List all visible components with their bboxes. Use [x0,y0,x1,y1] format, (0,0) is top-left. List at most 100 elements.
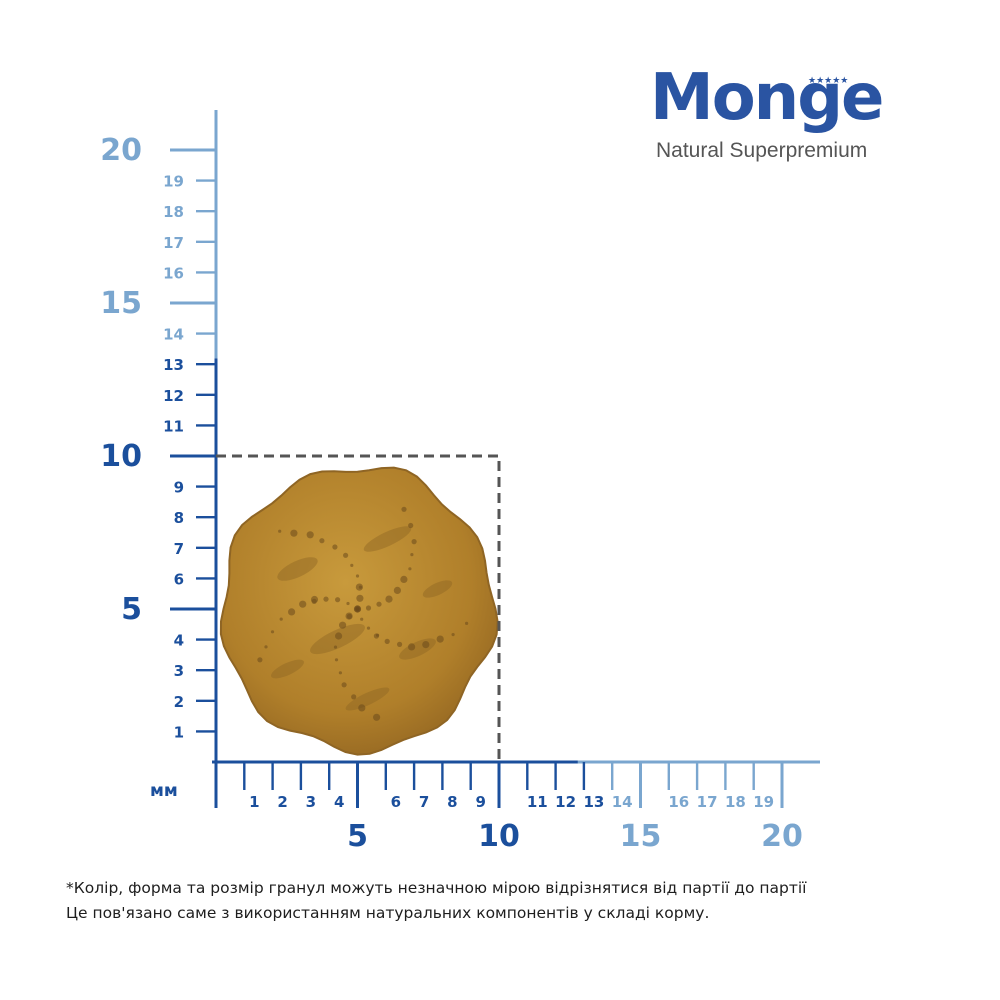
horizontal-tick-label: 2 [277,793,287,811]
horizontal-tick-label: 17 [697,793,718,811]
kibble-texture-speck [279,617,283,621]
horizontal-tick-label: 9 [475,793,485,811]
vertical-tick-label: 3 [174,662,184,680]
kibble-texture-speck [373,713,381,721]
brand-logo: Monge [650,61,884,135]
kibble-texture-speck [365,605,372,611]
kibble-texture-speck [411,539,417,545]
brand-tagline: Natural Superpremium [656,139,868,162]
vertical-tick-label: 19 [163,173,184,191]
vertical-tick-label: 18 [163,203,184,221]
horizontal-tick-label: 4 [334,793,344,811]
kibble-texture-speck [376,601,382,607]
footnote-line-2: Це пов'язано саме з використанням натура… [66,904,710,922]
ruler-ticks [170,148,784,808]
kibble-texture-speck [393,586,401,595]
kibble-texture-speck [436,635,444,643]
vertical-tick-label: 13 [163,356,184,374]
kibble-texture-speck [401,506,407,512]
horizontal-tick-label: 10 [478,819,520,854]
kibble-texture-speck [384,638,390,645]
vertical-tick-label: 8 [174,509,184,527]
kibble-texture-shade [345,687,390,711]
kibble-texture-speck [333,645,338,649]
horizontal-tick-label: 8 [447,793,457,811]
horizontal-tick-label: 5 [347,819,368,854]
horizontal-tick-label: 19 [753,793,774,811]
kibble-texture-speck [366,626,371,630]
kibble-texture-shade [270,659,305,679]
vertical-tick-label: 15 [100,286,142,321]
vertical-tick-label: 12 [163,387,184,405]
kibble-image [219,466,499,756]
kibble-texture-speck [360,617,364,621]
footnote: *Колір, форма та розмір гранул можуть не… [66,876,966,926]
kibble-texture-speck [278,529,282,533]
kibble-texture-speck [335,632,343,640]
kibble-texture-shade [277,557,318,581]
vertical-tick-label: 1 [174,723,184,741]
kibble-texture-speck [451,633,455,637]
horizontal-tick-label: 3 [306,793,316,811]
kibble-texture-speck [339,621,347,629]
horizontal-tick-label: 15 [620,819,662,854]
kibble-texture-speck [319,538,325,544]
vertical-tick-label: 11 [163,417,184,435]
kibble-texture-speck [355,574,360,578]
horizontal-tick-label: 7 [419,793,429,811]
kibble-texture-speck [345,612,353,620]
kibble-texture-speck [422,641,430,649]
kibble-texture-speck [397,641,403,648]
vertical-tick-label: 9 [174,479,184,497]
kibble-texture-speck [323,596,329,602]
vertical-tick-label: 20 [100,133,142,168]
kibble-size-outline [216,454,501,762]
horizontal-tick-label: 13 [583,793,604,811]
unit-label: мм [150,781,178,801]
kibble-texture-speck [264,645,268,649]
horizontal-tick-label: 11 [527,793,548,811]
kibble-texture-speck [358,585,362,589]
kibble-texture-speck [338,671,342,675]
horizontal-tick-label: 6 [391,793,401,811]
kibble-texture-speck [465,621,469,626]
horizontal-tick-label: 1 [249,793,259,811]
vertical-tick-label: 17 [163,234,184,252]
kibble-texture-speck [341,682,347,688]
footnote-line-1: *Колір, форма та розмір гранул можуть не… [66,879,807,897]
kibble-texture-speck [354,606,361,612]
vertical-tick-label: 6 [174,570,184,588]
horizontal-tick-label: 16 [668,793,689,811]
kibble-texture-speck [257,657,263,663]
kibble-texture-speck [288,608,296,616]
kibble-texture-speck [310,595,319,604]
horizontal-tick-label: 12 [555,793,576,811]
kibble-texture-speck [343,552,349,558]
kibble-texture-speck [335,597,341,603]
kibble-texture-speck [332,544,338,550]
horizontal-tick-label: 20 [761,819,803,854]
kibble-texture-speck [408,522,414,529]
kibble-texture-speck [400,575,408,584]
kibble-texture-speck [299,600,307,608]
brand-stars-icon: ★★★★★ [808,75,849,85]
vertical-tick-label: 10 [100,439,142,474]
kibble-texture-speck [385,595,393,603]
kibble-texture-speck [351,694,357,700]
kibble-texture-speck [334,658,339,662]
vertical-tick-label: 7 [174,540,184,558]
vertical-tick-label: 14 [163,326,184,344]
vertical-tick-label: 5 [121,592,142,627]
kibble-texture-speck [346,601,350,606]
horizontal-tick-label: 14 [612,793,633,811]
kibble-texture-shade [363,526,412,552]
kibble-texture-speck [350,563,354,568]
kibble-texture-speck [306,531,314,539]
kibble-texture-speck [373,633,379,639]
kibble-texture-speck [270,630,275,634]
vertical-tick-label: 2 [174,693,184,711]
kibble-texture-shade [422,580,453,598]
kibble-texture-speck [356,594,364,602]
